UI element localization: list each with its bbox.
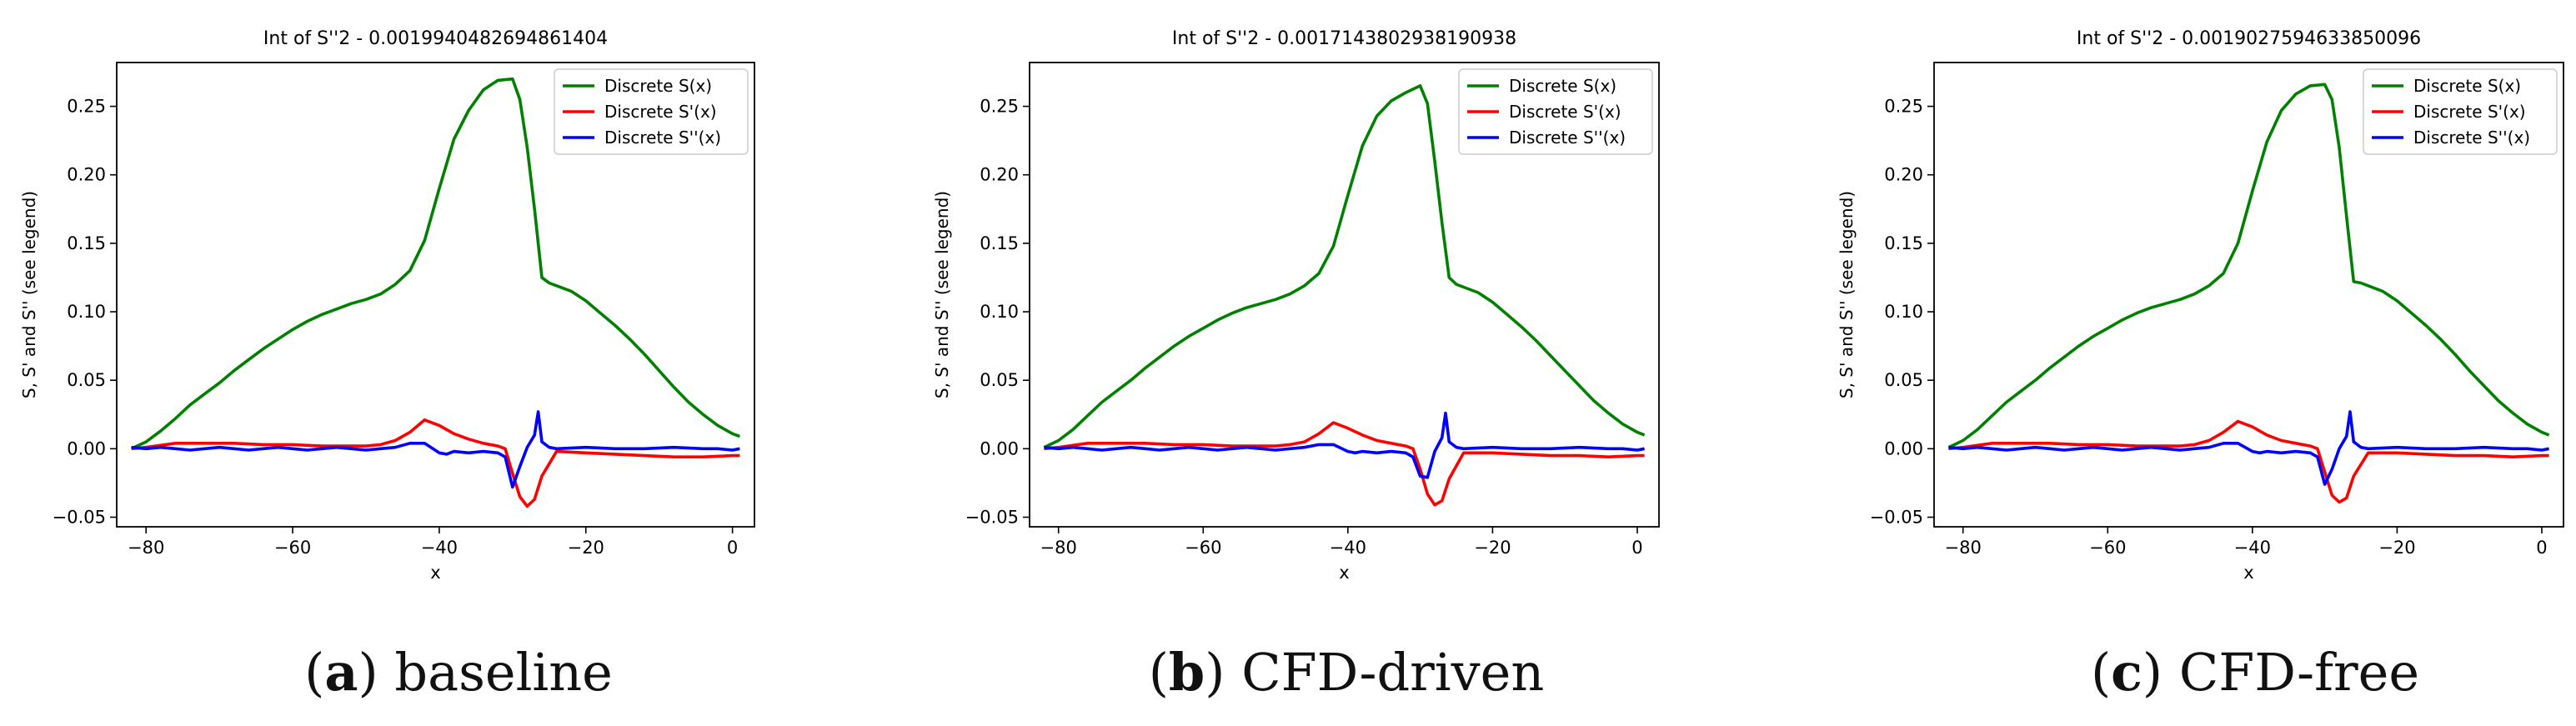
x-tick-label: −20 xyxy=(1474,538,1511,558)
plot-frame xyxy=(1029,62,1660,528)
series-line-discrete-s-x- xyxy=(1947,83,2550,449)
y-tick-label: 0.05 xyxy=(1884,370,1923,390)
y-tick-label: 0.10 xyxy=(1884,302,1923,322)
x-tick-label: −60 xyxy=(274,538,311,558)
series-line-discrete-s-x- xyxy=(1043,84,1646,449)
y-axis-label: S, S' and S'' (see legend) xyxy=(19,191,39,398)
chart-title: Int of S''2 - 0.0019940482694861404 xyxy=(263,28,608,49)
caption-c: (c) CFD-free xyxy=(2090,642,2420,703)
plot-frame xyxy=(116,62,755,528)
caption-letter: b xyxy=(1168,642,1205,703)
chart-a: Int of S''2 - 0.0019940482694861404 −80 −6… xyxy=(19,28,755,583)
chart-c: Int of S''2 - 0.0019027594633850096 −80 −6… xyxy=(1837,28,2564,583)
legend-frame xyxy=(1458,68,1653,155)
legend-label: Discrete S'(x) xyxy=(604,102,717,122)
legend-label: Discrete S'(x) xyxy=(2413,102,2526,122)
y-tick-label: 0.00 xyxy=(67,438,106,458)
x-tick-label: −40 xyxy=(2234,538,2271,558)
legend-item: Discrete S(x) xyxy=(2372,76,2521,96)
legend: Discrete S(x) Discrete S'(x) Discrete S''(… xyxy=(554,68,749,155)
legend-label: Discrete S''(x) xyxy=(604,128,721,148)
plot-frame xyxy=(1933,62,2564,528)
legend-item: Discrete S(x) xyxy=(563,76,712,96)
x-axis-label: x xyxy=(1339,563,1349,583)
chart-title: Int of S''2 - 0.0017143802938190938 xyxy=(1172,28,1516,49)
caption-text: baseline xyxy=(394,642,613,703)
y-tick-label: 0.15 xyxy=(1884,233,1923,253)
x-tick-label: −20 xyxy=(568,538,604,558)
y-tick-label: 0.00 xyxy=(980,438,1019,458)
x-tick-label: −80 xyxy=(1945,538,1982,558)
y-axis-label: S, S' and S'' (see legend) xyxy=(932,191,952,398)
y-axis-label: S, S' and S'' (see legend) xyxy=(1837,191,1857,398)
legend-item: Discrete S''(x) xyxy=(2372,128,2530,148)
series-line-discrete-s-x- xyxy=(130,77,741,450)
x-tick-label: 0 xyxy=(2536,538,2547,558)
x-tick-label: −80 xyxy=(128,538,164,558)
y-tick-label: 0.10 xyxy=(67,302,106,322)
series-line-discrete-s-x- xyxy=(131,418,740,508)
y-tick-label: −0.05 xyxy=(53,507,106,527)
series-line-discrete-s-x- xyxy=(1948,410,2549,486)
legend-item: Discrete S(x) xyxy=(1467,76,1616,96)
y-tick-label: 0.05 xyxy=(980,370,1019,390)
x-tick-label: −40 xyxy=(421,538,458,558)
chart-title: Int of S''2 - 0.0019027594633850096 xyxy=(2077,28,2421,49)
y-tick-label: −0.05 xyxy=(1870,507,1923,527)
y-tick-label: 0.20 xyxy=(980,165,1019,185)
legend: Discrete S(x) Discrete S'(x) Discrete S''(… xyxy=(1458,68,1653,155)
caption-letter: c xyxy=(2111,642,2142,703)
legend-label: Discrete S(x) xyxy=(2413,76,2521,96)
y-tick-label: 0.20 xyxy=(1884,165,1923,185)
x-tick-label: −60 xyxy=(2089,538,2126,558)
x-tick-label: −60 xyxy=(1185,538,1221,558)
legend-frame xyxy=(2363,68,2558,155)
y-tick-label: 0.25 xyxy=(67,97,106,117)
caption-text: CFD-free xyxy=(2178,642,2420,703)
legend-item: Discrete S'(x) xyxy=(563,102,717,122)
legend-item: Discrete S''(x) xyxy=(563,128,721,148)
y-tick-label: 0.25 xyxy=(1884,97,1923,117)
y-tick-label: 0.25 xyxy=(980,97,1019,117)
y-tick-label: 0.15 xyxy=(980,233,1019,253)
legend-label: Discrete S''(x) xyxy=(1509,128,1626,148)
legend-label: Discrete S(x) xyxy=(1509,76,1616,96)
y-tick-label: −0.05 xyxy=(965,507,1019,527)
x-tick-label: 0 xyxy=(1631,538,1642,558)
y-tick-label: 0.00 xyxy=(1884,438,1923,458)
caption-letter: a xyxy=(324,642,358,703)
legend-label: Discrete S''(x) xyxy=(2413,128,2530,148)
series-line-discrete-s-x- xyxy=(1044,421,1645,507)
chart-b: Int of S''2 - 0.0017143802938190938 −80 −6… xyxy=(932,28,1660,583)
x-axis-label: x xyxy=(430,563,440,583)
y-tick-label: 0.15 xyxy=(67,233,106,253)
legend: Discrete S(x) Discrete S'(x) Discrete S''(… xyxy=(2363,68,2558,155)
x-axis-label: x xyxy=(2243,563,2253,583)
caption-b: (b) CFD-driven xyxy=(1148,642,1545,703)
legend-item: Discrete S''(x) xyxy=(1467,128,1626,148)
x-tick-label: 0 xyxy=(727,538,738,558)
x-tick-label: −40 xyxy=(1330,538,1366,558)
series-line-discrete-s-x- xyxy=(1948,419,2549,504)
y-tick-label: 0.10 xyxy=(980,302,1019,322)
legend-item: Discrete S'(x) xyxy=(1467,102,1621,122)
caption-a: (a) baseline xyxy=(304,642,613,703)
caption-text: CFD-driven xyxy=(1241,642,1545,703)
x-tick-label: −80 xyxy=(1040,538,1077,558)
legend-item: Discrete S'(x) xyxy=(2372,102,2526,122)
series-line-discrete-s-x- xyxy=(1044,411,1645,479)
legend-label: Discrete S(x) xyxy=(604,76,712,96)
legend-frame xyxy=(554,68,749,155)
series-line-discrete-s-x- xyxy=(131,410,740,489)
legend-label: Discrete S'(x) xyxy=(1509,102,1621,122)
x-tick-label: −20 xyxy=(2378,538,2415,558)
y-tick-label: 0.20 xyxy=(67,165,106,185)
y-tick-label: 0.05 xyxy=(67,370,106,390)
